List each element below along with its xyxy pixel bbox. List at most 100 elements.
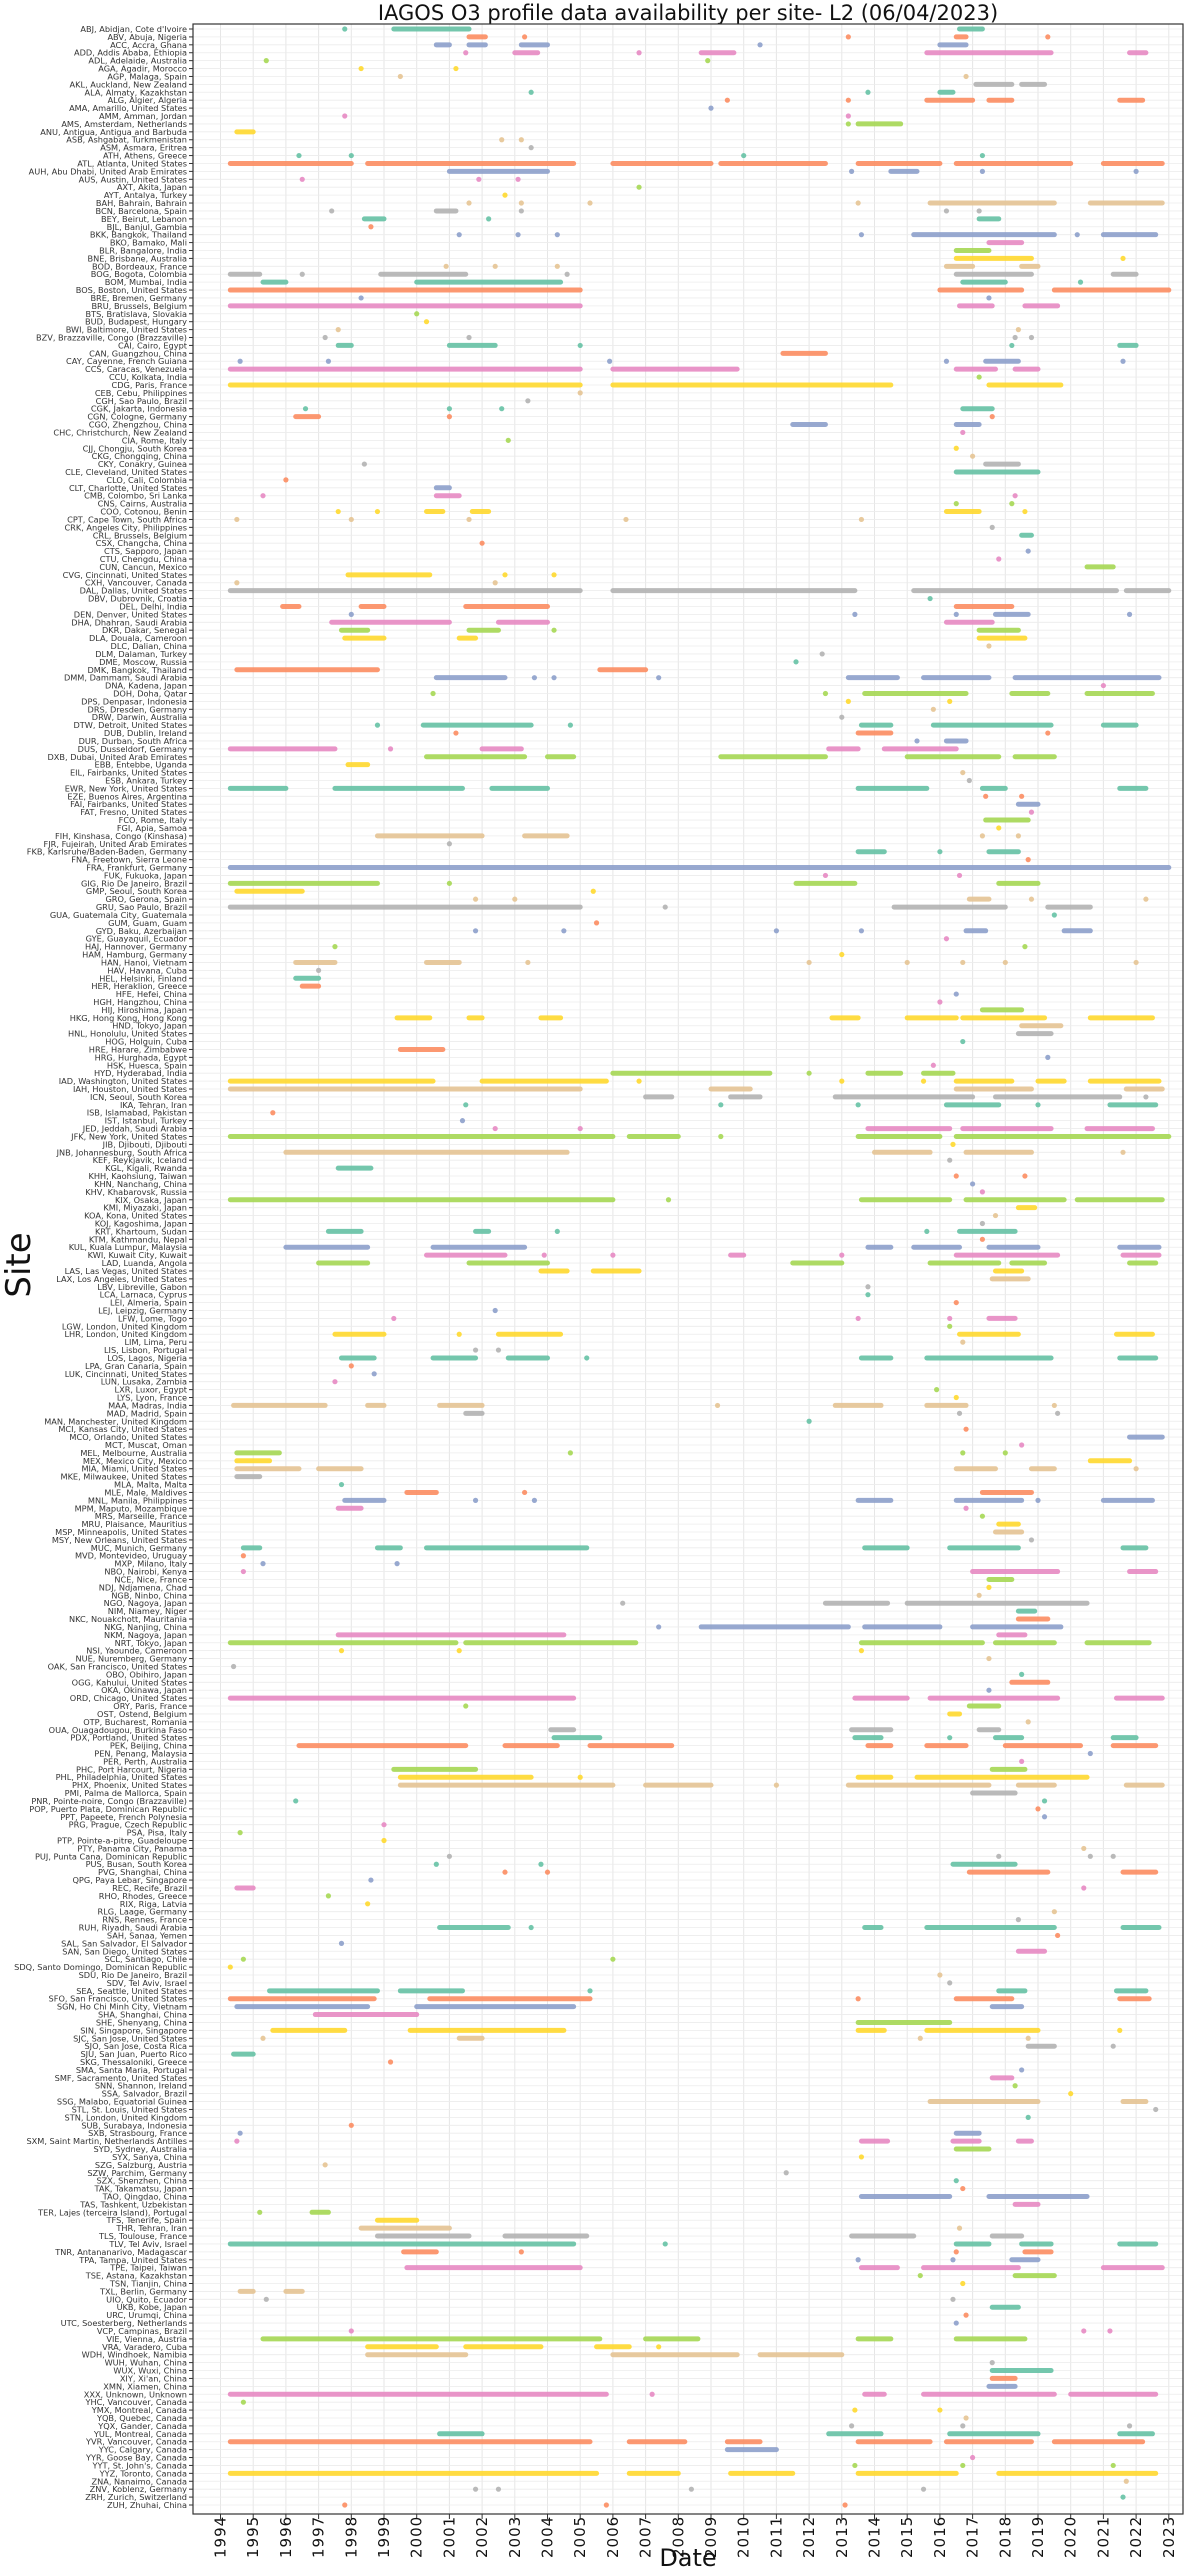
site-label: LAX, Los Angeles, United States <box>56 1274 187 1284</box>
availability-point <box>499 137 505 143</box>
site-label: SEA, Seattle, United States <box>76 1986 187 1996</box>
site-label: SUB, Surabaya, Indonesia <box>81 2120 187 2130</box>
availability-point <box>1009 501 1015 507</box>
site-label: YUL, Montreal, Canada <box>93 2429 187 2439</box>
site-label: ASM, Asmara, Eritrea <box>100 143 187 153</box>
availability-point <box>1019 2067 1025 2073</box>
availability-point <box>237 358 243 364</box>
site-label: KOJ, Kagoshima, Japan <box>95 1218 187 1228</box>
availability-point <box>1045 730 1051 736</box>
site-label: PRG, Prague, Czech Republic <box>69 1820 187 1830</box>
site-label: NDJ, Ndjamena, Chad <box>99 1582 187 1592</box>
availability-point <box>544 1869 551 1875</box>
site-label: HSK, Huesca, Spain <box>107 1060 187 1070</box>
site-label: AMS, Amsterdam, Netherlands <box>61 119 187 129</box>
site-label: DEN, Denver, United States <box>74 609 187 619</box>
site-label: LPA, Gran Canaria, Spain <box>85 1361 187 1371</box>
site-label: AUH, Abu Dhabi, United Arab Emirates <box>29 166 187 176</box>
site-label: PSA, Pisa, Italy <box>127 1828 188 1838</box>
site-label: SDU, Rio De Janeiro, Brazil <box>79 1970 187 1980</box>
site-label: BUD, Budapest, Hungary <box>85 317 187 327</box>
availability-point <box>387 2059 394 2065</box>
site-label: LHR, London, United Kingdom <box>64 1329 187 1339</box>
availability-point <box>1120 1149 1126 1155</box>
availability-point <box>806 1418 812 1424</box>
availability-point <box>472 896 479 902</box>
site-label: CJJ, Chongju, South Korea <box>83 443 187 453</box>
x-tick-label: 2021 <box>1094 2516 1112 2558</box>
availability-point <box>486 216 492 222</box>
availability-point <box>914 738 920 744</box>
availability-point <box>397 73 403 80</box>
availability-point <box>986 1655 992 1662</box>
availability-point <box>1126 611 1133 617</box>
availability-point <box>960 2423 966 2429</box>
availability-point <box>365 1901 371 1907</box>
site-label: PTY, Panama City, Panama <box>77 1843 187 1853</box>
site-label: TSE, Astana, Kazakhstan <box>85 2271 187 2281</box>
site-label: CSX, Changcha, China <box>96 538 187 548</box>
site-label: AMM, Amman, Jordan <box>99 111 187 121</box>
availability-point <box>1100 682 1106 689</box>
x-axis-title: Date <box>659 2544 716 2572</box>
availability-point <box>839 951 845 958</box>
site-label: ALA, Almaty, Kazakhstan <box>85 87 187 97</box>
site-label: LUK, Cincinnati, United States <box>65 1369 187 1379</box>
availability-point <box>446 1853 452 1859</box>
availability-point <box>299 176 305 182</box>
site-label: SZX, Shenzhen, China <box>96 2176 187 2186</box>
site-label: HND, Tokyo, Japan <box>112 1021 187 1031</box>
site-label: PEN, Penang, Malaysia <box>94 1748 187 1758</box>
availability-point <box>924 1228 930 1235</box>
availability-point <box>610 1252 616 1258</box>
x-tick-label: 2022 <box>1127 2516 1145 2558</box>
site-label: MUC, Munich, Germany <box>91 1543 187 1553</box>
availability-point <box>610 1956 616 1962</box>
site-label: FAT, Fresno, United States <box>80 807 187 817</box>
availability-point <box>953 991 959 997</box>
site-label: AGP, Malaga, Spain <box>107 71 187 81</box>
availability-point <box>708 105 714 111</box>
plot-frame <box>192 23 1184 2515</box>
site-label: SAN, San Diego, United States <box>62 1946 187 1956</box>
availability-point <box>917 2272 923 2279</box>
site-label: HAJ, Hannover, Germany <box>85 942 187 952</box>
availability-point <box>342 26 348 32</box>
availability-point <box>986 643 992 649</box>
availability-point <box>577 390 583 396</box>
site-label: CEB, Cebu, Philippines <box>95 388 187 398</box>
site-label: PHL, Philadelphia, United States <box>56 1772 187 1782</box>
site-label: MCO, Orlando, United States <box>69 1432 187 1442</box>
x-tick-label: 2017 <box>964 2516 982 2558</box>
availability-point <box>970 1181 976 1187</box>
availability-point <box>714 1402 721 1409</box>
site-label: DBV, Dubrovnik, Croatia <box>88 594 187 604</box>
availability-point <box>1133 168 1139 174</box>
site-label: HAM, Hamburg, Germany <box>82 950 187 960</box>
site-label: LOS, Lagos, Nigeria <box>107 1353 187 1363</box>
availability-point <box>943 358 950 364</box>
availability-point <box>937 849 943 855</box>
site-label: KUL, Kuala Lumpur, Malaysia <box>69 1242 187 1252</box>
site-label: STL, St. Louis, United States <box>72 2104 187 2114</box>
availability-point <box>953 1173 959 1179</box>
availability-point <box>338 1648 345 1654</box>
x-tick-label: 2006 <box>604 2516 622 2558</box>
availability-point <box>459 1118 466 1124</box>
site-label: MAD, Madrid, Spain <box>107 1408 187 1418</box>
site-label: SZW, Parchim, Germany <box>87 2168 187 2178</box>
site-label: DMM, Dammam, Saudi Arabia <box>64 673 187 683</box>
site-label: LIM, Lima, Peru <box>124 1337 187 1347</box>
availability-point <box>688 2486 694 2492</box>
site-label: MEX, Mexico City, Mexico <box>83 1456 187 1466</box>
availability-point <box>986 1687 992 1693</box>
availability-point <box>970 2454 976 2461</box>
availability-point <box>1012 334 1018 341</box>
site-label: PHX, Phoenix, United States <box>72 1780 187 1790</box>
site-label: TSN, Tianjin, China <box>109 2279 187 2289</box>
site-label: CIA, Rome, Italy <box>122 435 187 445</box>
availability-point <box>920 1078 927 1084</box>
site-label: STN, London, United Kingdom <box>65 2112 187 2122</box>
availability-point <box>979 1513 986 1519</box>
site-label: XMN, Xiamen, China <box>103 2381 187 2391</box>
